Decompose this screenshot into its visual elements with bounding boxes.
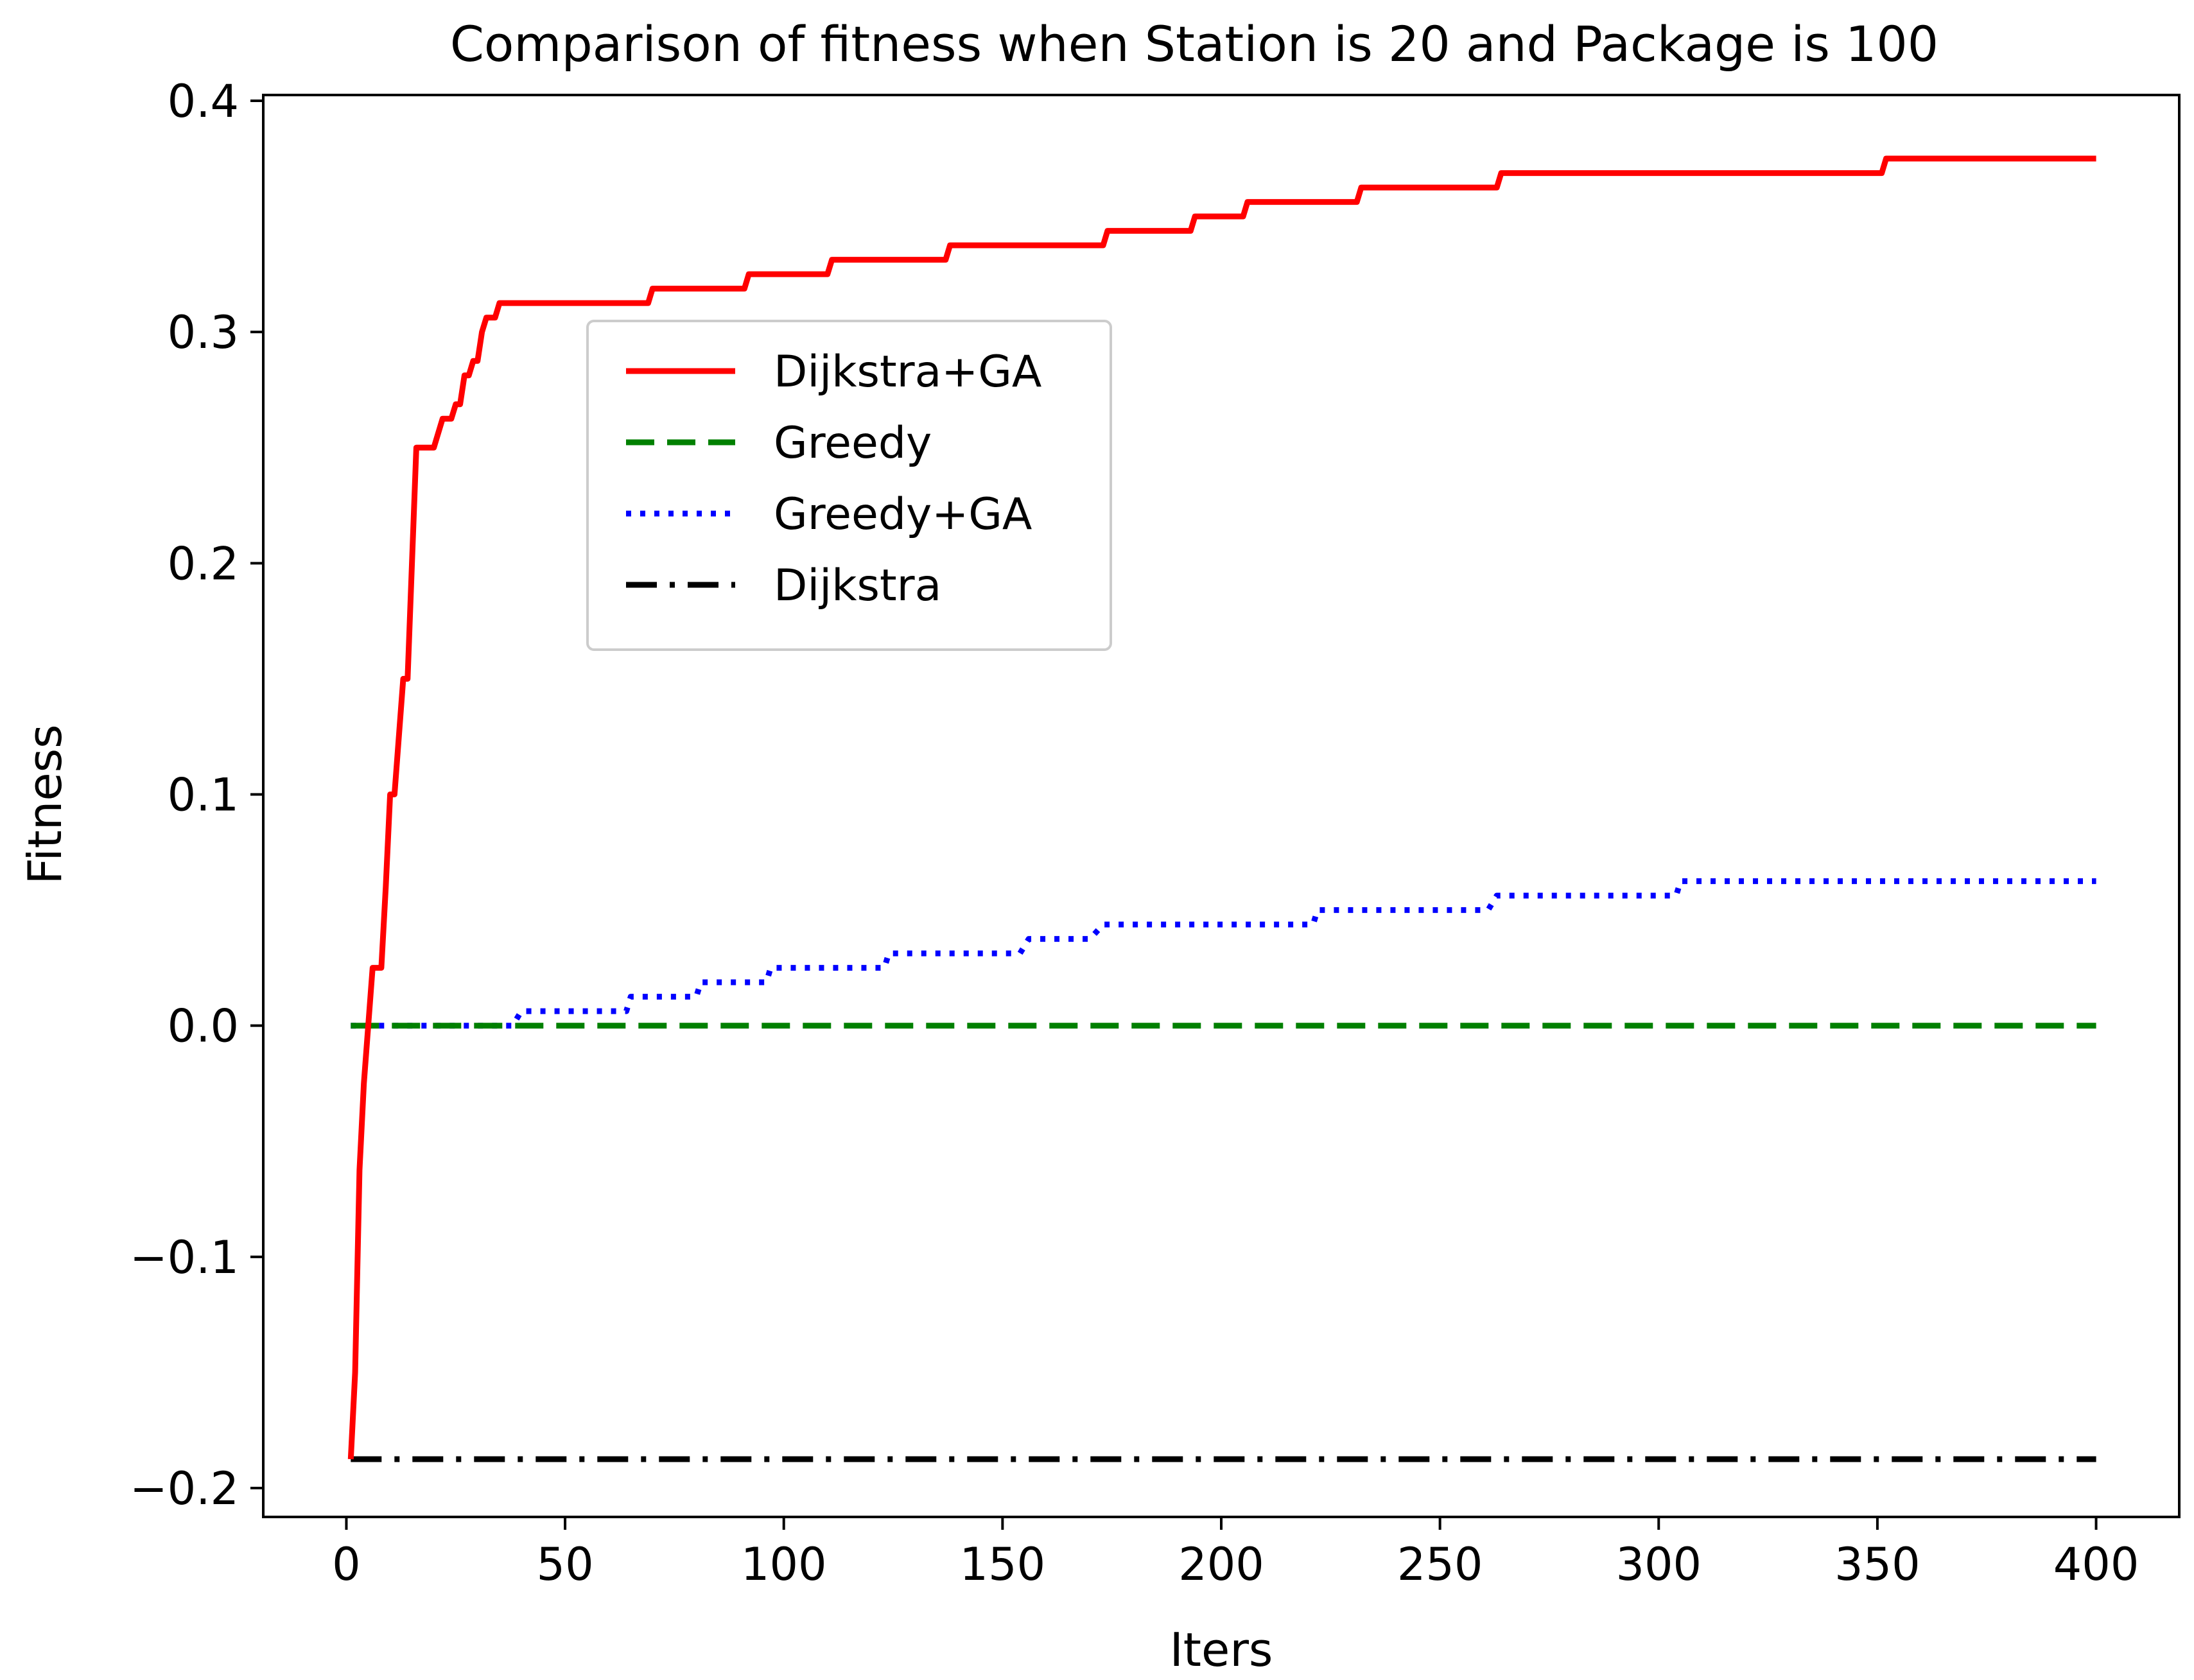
plot-area — [347, 155, 2096, 1462]
y-tick-label: −0.1 — [130, 1231, 239, 1284]
y-axis-title: Fitness — [18, 724, 72, 884]
x-tick-label: 100 — [741, 1538, 827, 1591]
legend-box — [586, 320, 1112, 651]
x-tick-label: 0 — [332, 1538, 361, 1591]
legend: Dijkstra+GA Greedy Greedy+GA Dijkstra — [586, 320, 1112, 651]
x-axis-title: Iters — [1170, 1623, 1273, 1677]
chart-title: Comparison of fitness when Station is 20… — [450, 15, 1938, 73]
y-tick-label: 0.2 — [168, 537, 239, 590]
legend-label-dijkstra: Dijkstra — [774, 560, 941, 611]
x-axis: 0 50 100 150 200 250 300 350 400 — [332, 1517, 2139, 1591]
legend-label-greedy: Greedy — [774, 418, 932, 469]
y-tick-label: 0.1 — [168, 768, 239, 821]
x-tick-label: 50 — [537, 1538, 594, 1591]
legend-label-greedy-plus-ga: Greedy+GA — [774, 489, 1032, 540]
x-tick-label: 350 — [1834, 1538, 1920, 1591]
series-line-dijkstra-plus-ga — [347, 155, 2096, 1460]
y-tick-label: 0.4 — [168, 75, 239, 128]
x-tick-label: 300 — [1615, 1538, 1702, 1591]
y-tick-label: −0.2 — [130, 1462, 239, 1515]
x-tick-label: 250 — [1397, 1538, 1483, 1591]
x-tick-label: 400 — [2053, 1538, 2139, 1591]
legend-label-dijkstra-plus-ga: Dijkstra+GA — [774, 347, 1041, 397]
series-line-greedy-plus-ga — [351, 878, 2096, 1029]
x-tick-label: 150 — [960, 1538, 1046, 1591]
y-tick-label: 0.3 — [168, 306, 239, 359]
y-tick-label: 0.0 — [168, 1000, 239, 1053]
x-tick-label: 200 — [1178, 1538, 1264, 1591]
y-axis: −0.2 −0.1 0.0 0.1 0.2 0.3 0.4 — [130, 75, 263, 1515]
